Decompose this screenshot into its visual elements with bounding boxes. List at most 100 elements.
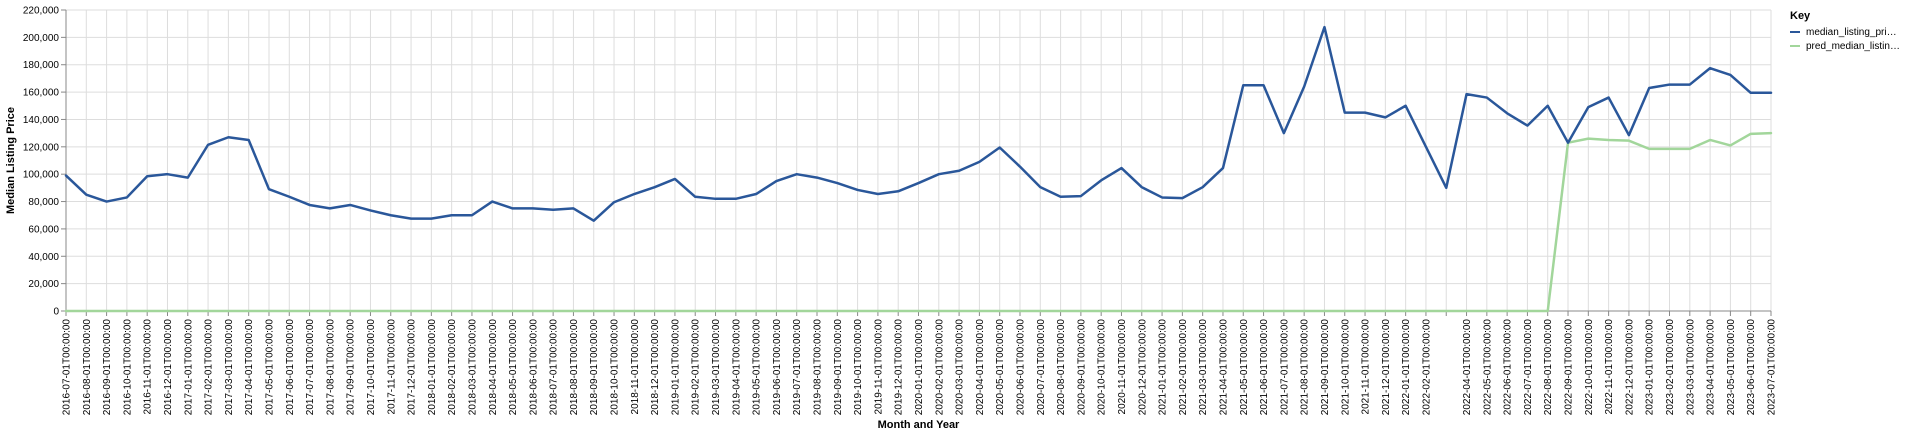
y-tick-label: 120,000	[23, 142, 60, 153]
y-tick-label: 200,000	[23, 33, 60, 44]
y-tick-label: 0	[53, 307, 59, 318]
x-tick-label: 2017-08-01T00:00:00	[325, 319, 336, 416]
x-tick-label: 2020-03-01T00:00:00	[955, 319, 966, 416]
x-tick-label: 2017-07-01T00:00:00	[305, 319, 316, 416]
y-tick-label: 40,000	[28, 252, 59, 263]
x-tick-label: 2023-05-01T00:00:00	[1726, 319, 1737, 416]
x-tick-label: 2018-01-01T00:00:00	[427, 319, 438, 416]
x-tick-label: 2022-12-01T00:00:00	[1624, 319, 1635, 416]
legend-title: Key	[1790, 10, 1811, 22]
x-axis: 2016-07-01T00:00:00 2016-08-01T00:00:00 20…	[62, 310, 1778, 416]
series-lines	[64, 25, 1773, 313]
x-tick-label: 2016-10-01T00:00:00	[122, 319, 133, 416]
x-tick-label: 2020-07-01T00:00:00	[1036, 319, 1047, 416]
x-tick-label: 2022-08-01T00:00:00	[1543, 319, 1554, 416]
x-tick-label: 2020-06-01T00:00:00	[1015, 319, 1026, 416]
x-tick-label: 2017-10-01T00:00:00	[366, 319, 377, 416]
x-tick-label: 2021-12-01T00:00:00	[1381, 319, 1392, 416]
x-tick-label: 2019-02-01T00:00:00	[691, 319, 702, 416]
x-tick-label: 2021-08-01T00:00:00	[1300, 319, 1311, 416]
y-tick-label: 220,000	[23, 6, 60, 17]
y-tick-label: 100,000	[23, 170, 60, 181]
x-tick-label: 2016-11-01T00:00:00	[143, 319, 154, 415]
x-tick-label: 2020-05-01T00:00:00	[995, 319, 1006, 416]
x-tick-label: 2022-11-01T00:00:00	[1604, 319, 1615, 415]
x-tick-label: 2020-04-01T00:00:00	[975, 319, 986, 416]
x-tick-label: 2018-02-01T00:00:00	[447, 319, 458, 416]
y-tick-label: 160,000	[23, 88, 60, 99]
x-tick-label: 2023-01-01T00:00:00	[1645, 319, 1656, 416]
x-tick-label: 2018-09-01T00:00:00	[589, 319, 600, 416]
x-tick-label: 2019-08-01T00:00:00	[813, 319, 824, 416]
x-tick-label: 2017-02-01T00:00:00	[204, 319, 215, 416]
legend-label: median_listing_pri…	[1806, 27, 1897, 38]
x-tick-label: 2017-03-01T00:00:00	[224, 319, 235, 416]
series-line-2	[64, 131, 1773, 313]
x-tick-label: 2020-01-01T00:00:00	[914, 319, 925, 416]
x-tick-label: 2018-07-01T00:00:00	[549, 319, 560, 416]
x-tick-label: 2020-09-01T00:00:00	[1076, 319, 1087, 416]
x-tick-label: 2019-09-01T00:00:00	[833, 319, 844, 416]
x-tick-label: 2020-02-01T00:00:00	[934, 319, 945, 416]
x-tick-label: 2022-07-01T00:00:00	[1523, 319, 1534, 416]
x-tick-label: 2019-01-01T00:00:00	[670, 319, 681, 416]
x-tick-label: 2021-03-01T00:00:00	[1198, 319, 1209, 416]
x-tick-label: 2019-05-01T00:00:00	[752, 319, 763, 416]
x-tick-label: 2016-07-01T00:00:00	[62, 319, 73, 416]
x-tick-label: 2018-05-01T00:00:00	[508, 319, 519, 416]
x-tick-label: 2021-10-01T00:00:00	[1340, 319, 1351, 416]
y-tick-label: 20,000	[28, 279, 59, 290]
x-tick-label: 2023-03-01T00:00:00	[1685, 319, 1696, 416]
grid	[65, 9, 1772, 312]
legend: Key median_listing_pri… pred_median_listi…	[1790, 10, 1900, 52]
y-tick-label: 140,000	[23, 115, 60, 126]
x-tick-label: 2019-12-01T00:00:00	[894, 319, 905, 416]
x-tick-label: 2023-07-01T00:00:00	[1767, 319, 1778, 416]
x-tick-label: 2017-09-01T00:00:00	[346, 319, 357, 416]
x-tick-label: 2017-01-01T00:00:00	[183, 319, 194, 416]
x-tick-label: 2021-11-01T00:00:00	[1361, 319, 1372, 415]
x-tick-label: 2021-01-01T00:00:00	[1158, 319, 1169, 416]
x-tick-label: 2021-06-01T00:00:00	[1259, 319, 1270, 416]
y-tick-label: 60,000	[28, 224, 59, 235]
x-tick-label: 2021-09-01T00:00:00	[1320, 319, 1331, 416]
x-tick-label: 2021-07-01T00:00:00	[1279, 319, 1290, 416]
x-tick-label: 2019-10-01T00:00:00	[853, 319, 864, 416]
x-tick-label: 2023-04-01T00:00:00	[1706, 319, 1717, 416]
x-tick-label: 2020-12-01T00:00:00	[1137, 319, 1148, 416]
x-tick-label: 2021-04-01T00:00:00	[1218, 319, 1229, 416]
y-axis-title: Median Listing Price	[5, 107, 17, 214]
x-tick-label: 2018-06-01T00:00:00	[528, 319, 539, 416]
x-tick-label: 2016-09-01T00:00:00	[102, 319, 113, 416]
x-tick-label: 2019-07-01T00:00:00	[792, 319, 803, 416]
x-tick-label: 2017-12-01T00:00:00	[407, 319, 418, 416]
x-tick-label: 2019-03-01T00:00:00	[711, 319, 722, 416]
x-tick-label: 2016-08-01T00:00:00	[82, 319, 93, 416]
x-tick-label: 2018-08-01T00:00:00	[569, 319, 580, 416]
x-tick-label: 2017-06-01T00:00:00	[285, 319, 296, 416]
x-tick-label: 2022-09-01T00:00:00	[1564, 319, 1575, 416]
x-tick-label: 2018-12-01T00:00:00	[650, 319, 661, 416]
x-tick-label: 2018-04-01T00:00:00	[488, 319, 499, 416]
x-tick-label: 2018-10-01T00:00:00	[610, 319, 621, 416]
x-tick-label: 2021-02-01T00:00:00	[1178, 319, 1189, 416]
x-tick-label: 2020-11-01T00:00:00	[1117, 319, 1128, 415]
y-tick-label: 80,000	[28, 197, 59, 208]
x-tick-label: 2022-05-01T00:00:00	[1482, 319, 1493, 416]
y-axis: 0 20,000 40,000 60,000 80,000 100,000 120,000 1…	[23, 6, 67, 318]
x-tick-label: 2022-10-01T00:00:00	[1584, 319, 1595, 416]
x-tick-label: 2020-08-01T00:00:00	[1056, 319, 1067, 416]
x-tick-label: 2018-11-01T00:00:00	[630, 319, 641, 415]
x-tick-label: 2019-04-01T00:00:00	[731, 319, 742, 416]
x-axis-title: Month and Year	[878, 419, 960, 431]
x-tick-label: 2020-10-01T00:00:00	[1097, 319, 1108, 416]
y-tick-label: 180,000	[23, 60, 60, 71]
x-tick-label: 2017-05-01T00:00:00	[264, 319, 275, 416]
x-tick-label: 2021-05-01T00:00:00	[1239, 319, 1250, 416]
x-tick-label: 2022-04-01T00:00:00	[1462, 319, 1473, 416]
x-tick-label: 2017-11-01T00:00:00	[386, 319, 397, 415]
x-tick-label: 2019-06-01T00:00:00	[772, 319, 783, 416]
x-tick-label: 2019-11-01T00:00:00	[873, 319, 884, 415]
x-tick-label: 2022-02-01T00:00:00	[1421, 319, 1432, 416]
